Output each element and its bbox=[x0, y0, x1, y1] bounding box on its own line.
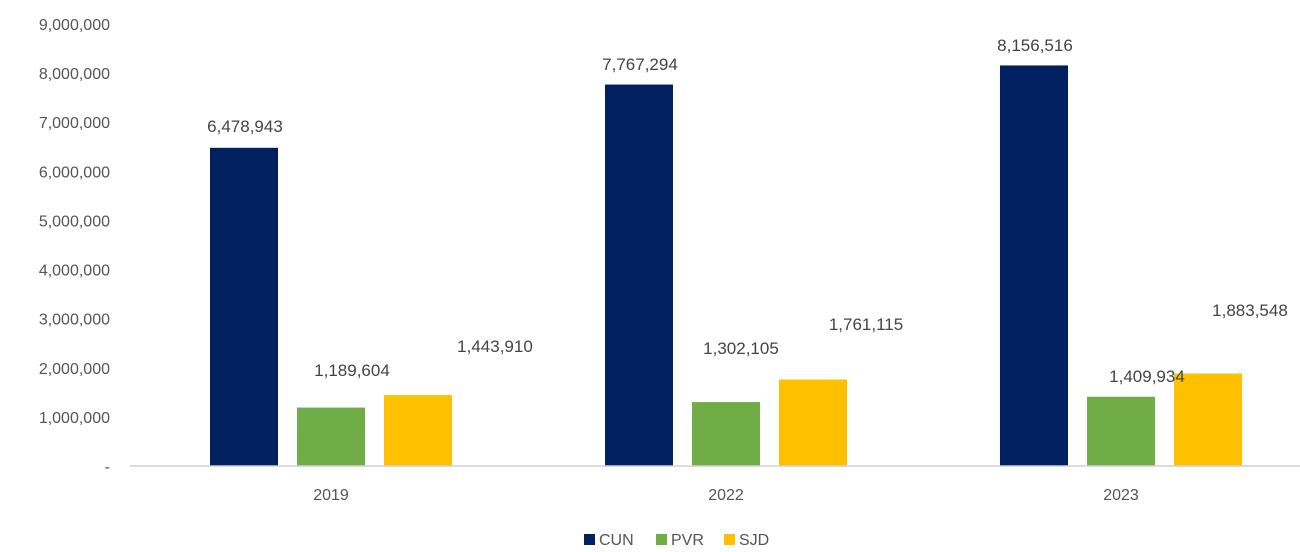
bars bbox=[210, 65, 1242, 467]
legend-swatch-pvr bbox=[656, 534, 667, 545]
bar-pvr-2019 bbox=[297, 407, 365, 466]
bar-pvr-2022 bbox=[692, 402, 760, 466]
data-label-sjd-2022: 1,761,115 bbox=[829, 315, 903, 334]
y-tick-label: - bbox=[105, 459, 110, 476]
data-label-cun-2022: 7,767,294 bbox=[602, 55, 678, 74]
data-label-pvr-2019: 1,189,604 bbox=[314, 361, 390, 380]
data-label-cun-2019: 6,478,943 bbox=[207, 117, 283, 136]
x-tick-label: 2019 bbox=[313, 487, 349, 504]
legend-label-cun: CUN bbox=[599, 532, 634, 549]
legend: CUN PVR SJD bbox=[584, 532, 769, 549]
legend-label-pvr: PVR bbox=[671, 532, 704, 549]
y-tick-label: 9,000,000 bbox=[39, 17, 110, 34]
y-tick-label: 1,000,000 bbox=[39, 410, 110, 427]
data-label-cun-2023: 8,156,516 bbox=[997, 36, 1073, 55]
y-axis: - 1,000,000 2,000,000 3,000,000 4,000,000 5,0… bbox=[39, 17, 110, 476]
data-label-sjd-2019: 1,443,910 bbox=[457, 337, 533, 356]
bar-pvr-2023 bbox=[1087, 396, 1155, 466]
legend-swatch-sjd bbox=[724, 534, 735, 545]
y-tick-label: 3,000,000 bbox=[39, 312, 110, 329]
y-tick-label: 8,000,000 bbox=[39, 66, 110, 83]
y-tick-label: 5,000,000 bbox=[39, 213, 110, 230]
bar-cun-2023 bbox=[1000, 65, 1068, 466]
bar-cun-2019 bbox=[210, 147, 278, 467]
x-axis: 2019 2022 2023 bbox=[313, 487, 1139, 504]
bar-sjd-2019 bbox=[384, 395, 452, 466]
data-label-pvr-2023: 1,409,934 bbox=[1109, 367, 1185, 386]
x-tick-label: 2023 bbox=[1103, 487, 1139, 504]
data-label-sjd-2023: 1,883,548 bbox=[1212, 301, 1288, 320]
legend-label-sjd: SJD bbox=[739, 532, 769, 549]
y-tick-label: 2,000,000 bbox=[39, 361, 110, 378]
bar-cun-2022 bbox=[605, 84, 673, 467]
data-label-pvr-2022: 1,302,105 bbox=[703, 339, 779, 358]
y-tick-label: 6,000,000 bbox=[39, 164, 110, 181]
y-tick-label: 7,000,000 bbox=[39, 115, 110, 132]
bar-sjd-2023 bbox=[1174, 373, 1242, 466]
bar-sjd-2022 bbox=[779, 379, 847, 466]
x-tick-label: 2022 bbox=[708, 487, 744, 504]
y-tick-label: 4,000,000 bbox=[39, 263, 110, 280]
legend-swatch-cun bbox=[584, 534, 595, 545]
data-labels: 6,478,943 1,189,604 1,443,910 7,767,294 1,30… bbox=[207, 36, 1288, 386]
